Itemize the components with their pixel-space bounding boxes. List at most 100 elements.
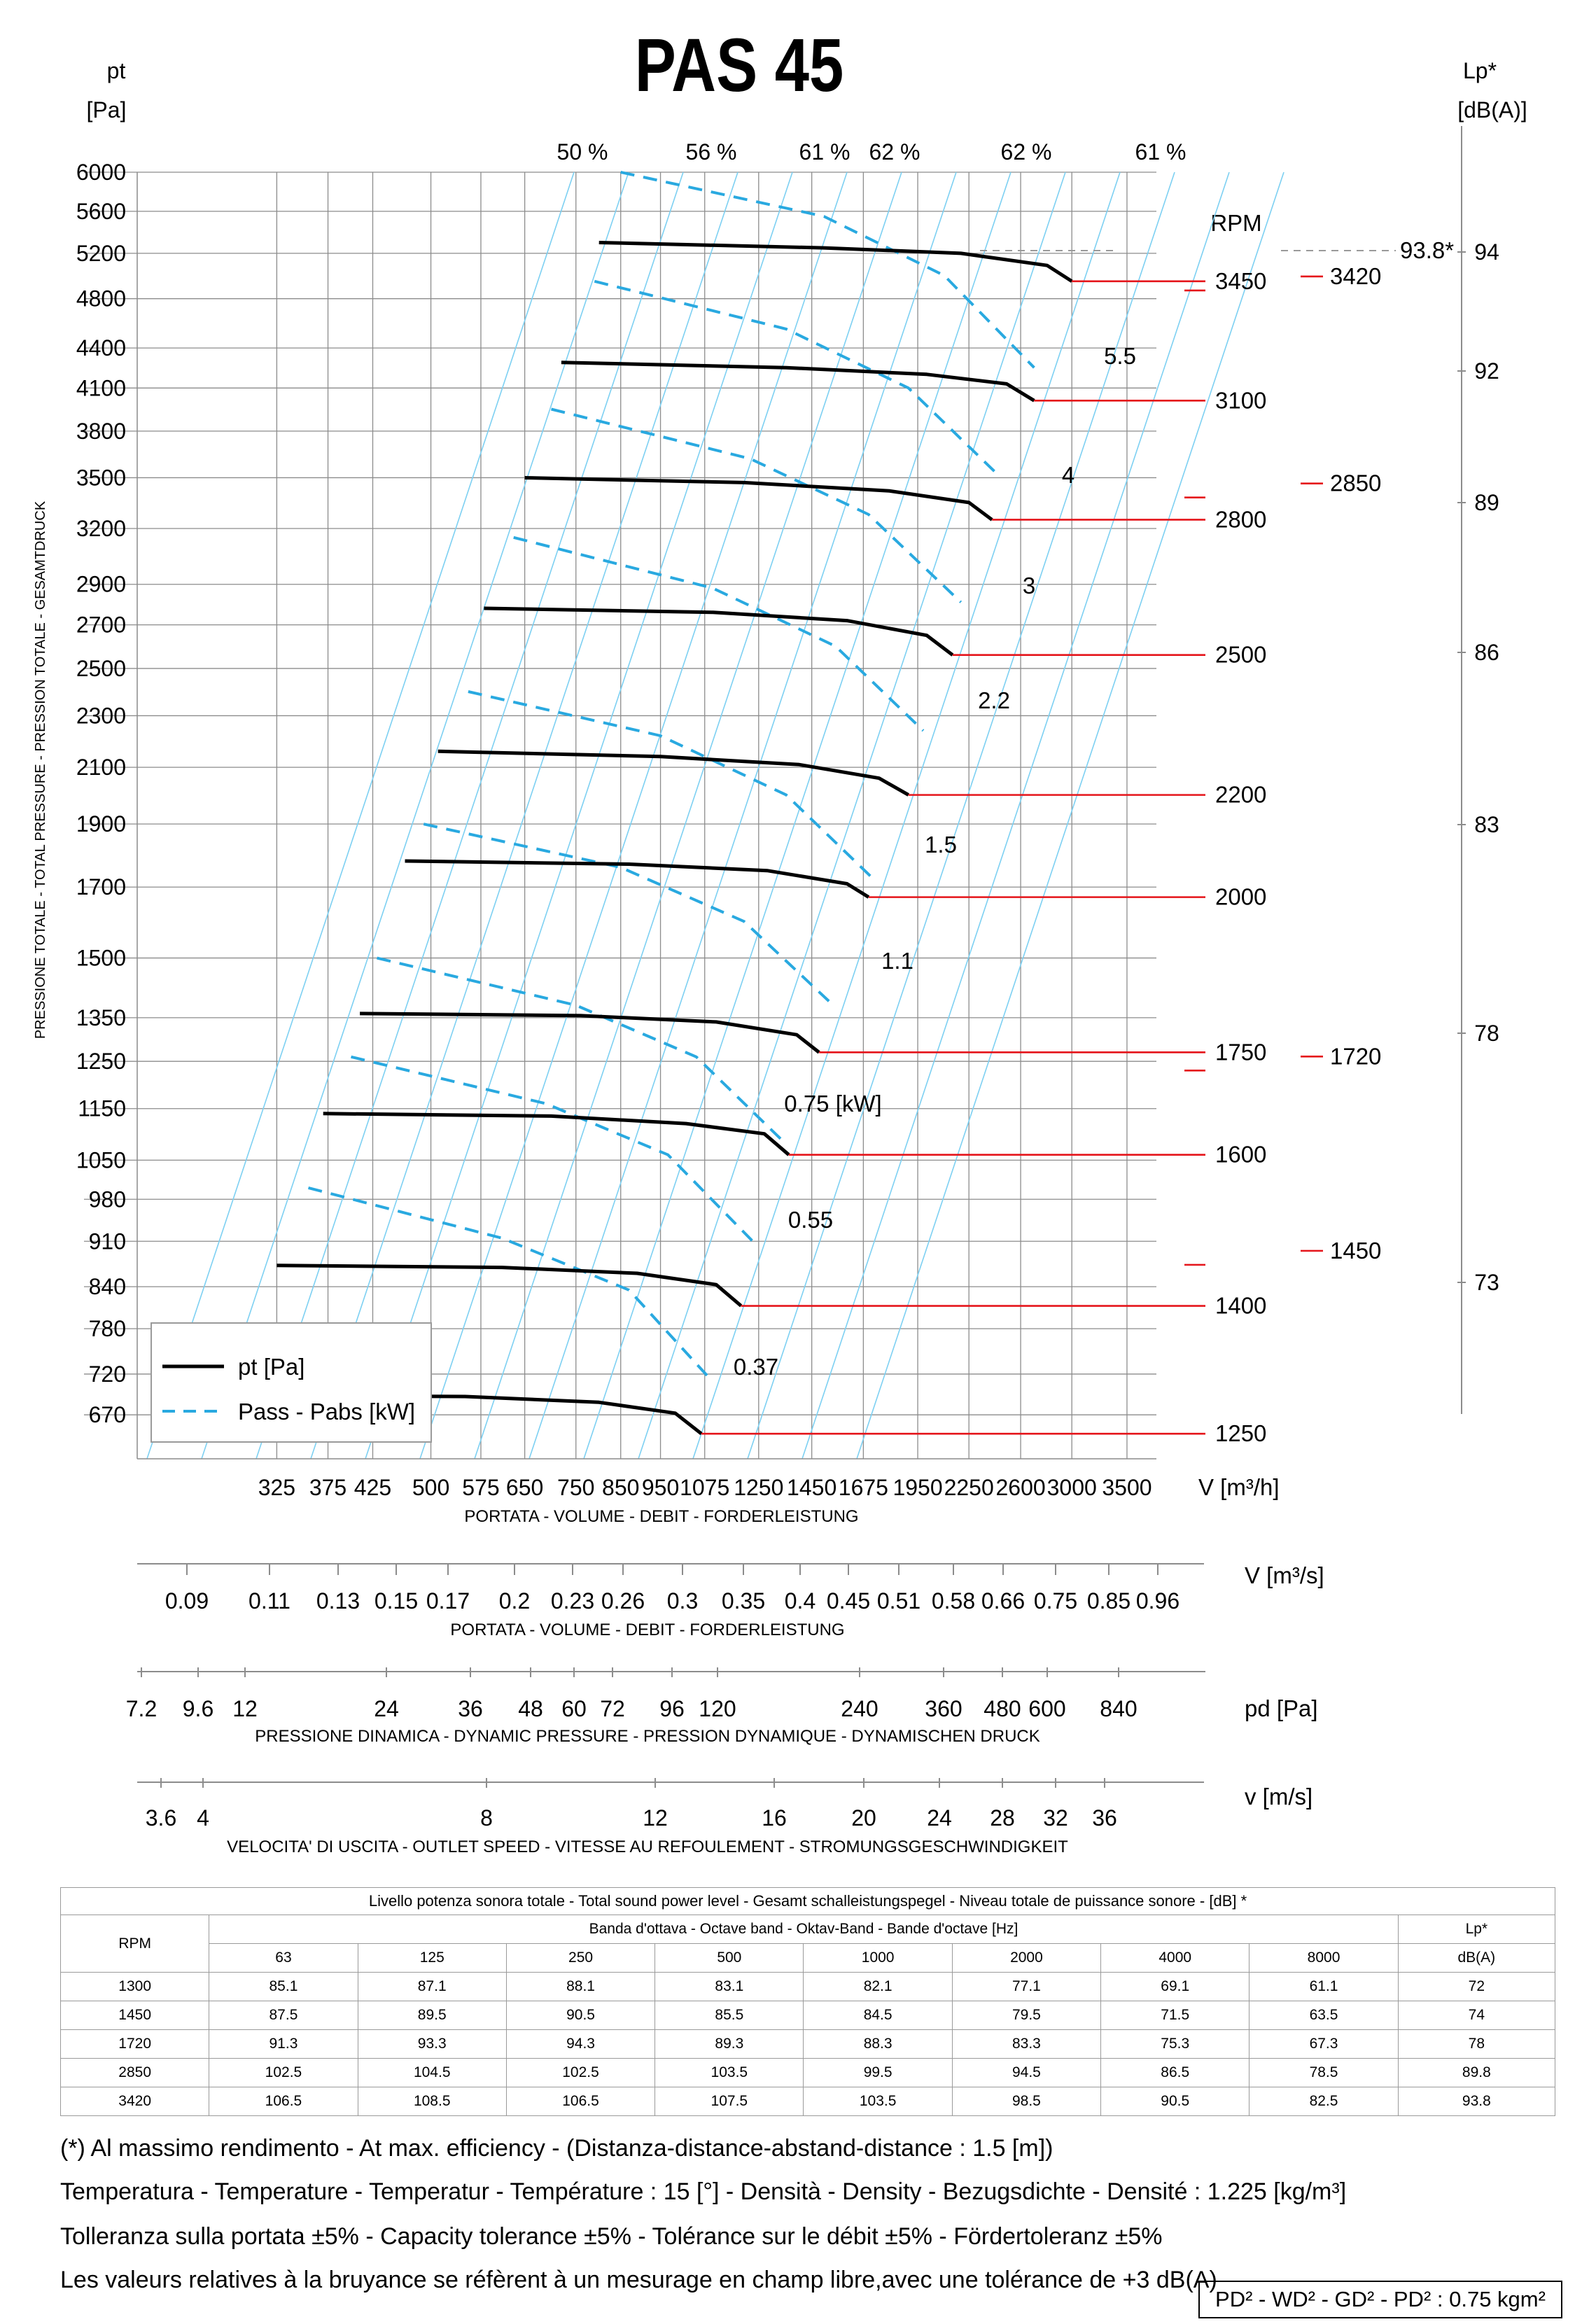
secondary-scale-label: 0.26 xyxy=(601,1588,645,1614)
x-tick-label: 3000 xyxy=(1047,1475,1097,1500)
secondary-scale-title: VELOCITA' DI USCITA - OUTLET SPEED - VIT… xyxy=(227,1837,1068,1856)
secondary-scale-label: 120 xyxy=(699,1696,736,1721)
power-curve xyxy=(620,171,1035,369)
lp-tick-label: 83 xyxy=(1474,812,1499,837)
efficiency-label: 62 % xyxy=(1001,139,1052,164)
efficiency-label: 62 % xyxy=(869,139,920,164)
secondary-scale-label: 24 xyxy=(374,1696,399,1721)
power-curve-label: 2.2 xyxy=(978,687,1010,713)
system-line xyxy=(474,172,902,1460)
power-curve xyxy=(377,956,788,1146)
rpm-label: 1600 xyxy=(1215,1142,1266,1168)
rpm-label: 1400 xyxy=(1215,1293,1266,1319)
x-tick-label: 1950 xyxy=(892,1475,942,1500)
secondary-scale-label: 36 xyxy=(1092,1805,1117,1830)
x-tick-label: 2250 xyxy=(944,1475,994,1500)
y-tick-label: 910 xyxy=(89,1228,126,1254)
table-cell: 102.5 xyxy=(209,2058,358,2087)
table-cell: 1720 xyxy=(59,2029,210,2059)
secondary-scale-label: 0.35 xyxy=(722,1588,765,1614)
sound-table-rpm-header: RPM xyxy=(59,1914,210,1973)
rpm-label: 2200 xyxy=(1215,782,1266,808)
table-cell: 88.1 xyxy=(505,1972,656,2001)
sound-table-band: 125 xyxy=(357,1943,507,1973)
secondary-scale-label: 28 xyxy=(990,1805,1015,1830)
x-tick-label: 650 xyxy=(506,1475,543,1500)
power-curve-label: 3 xyxy=(1023,573,1035,598)
y-tick-label: 2100 xyxy=(76,755,126,780)
table-cell: 99.5 xyxy=(803,2058,953,2087)
pressure-curve xyxy=(598,241,1073,283)
y-tick-label: 4400 xyxy=(76,335,126,360)
efficiency-label: 50 % xyxy=(557,139,608,164)
chart-title: PAS 45 xyxy=(635,23,844,107)
table-cell: 83.1 xyxy=(654,1972,804,2001)
x-tick-label: 1675 xyxy=(839,1475,888,1500)
table-cell: 104.5 xyxy=(357,2058,507,2087)
pressure-curve xyxy=(276,1264,743,1308)
power-curve xyxy=(551,407,962,603)
y-axis-vertical-title: PRESSIONE TOTALE - TOTAL PRESSURE - PRES… xyxy=(33,500,48,1039)
table-cell: 83.3 xyxy=(951,2029,1102,2059)
table-cell: 85.1 xyxy=(209,1972,358,2001)
sound-table-band: 4000 xyxy=(1100,1943,1250,1973)
secondary-scale-label: 3.6 xyxy=(146,1805,176,1830)
table-cell: 85.5 xyxy=(654,2001,804,2030)
max-efficiency-reference-label: 93.8* xyxy=(1400,237,1454,263)
table-cell: 93.8 xyxy=(1397,2087,1556,2116)
secondary-scale-label: 600 xyxy=(1028,1696,1065,1721)
lp-tick-label: 73 xyxy=(1474,1270,1499,1295)
pressure-curve xyxy=(484,606,954,657)
table-cell: 94.3 xyxy=(505,2029,656,2059)
secondary-scale-label: 12 xyxy=(643,1805,668,1830)
x-tick-label: 1075 xyxy=(680,1475,729,1500)
legend-label-pt: pt [Pa] xyxy=(238,1354,304,1380)
table-cell: 72 xyxy=(1397,1972,1556,2001)
note-efficiency: (*) Al massimo rendimento - At max. effi… xyxy=(60,2135,1054,2162)
y-tick-label: 5600 xyxy=(76,199,126,224)
x-tick-label: 425 xyxy=(354,1475,391,1500)
sound-table-band: 63 xyxy=(209,1943,358,1973)
secondary-scale-label: 4 xyxy=(197,1805,209,1830)
secondary-scale-label: 72 xyxy=(600,1696,625,1721)
secondary-scale-label: 8 xyxy=(480,1805,493,1830)
table-cell: 106.5 xyxy=(209,2087,358,2116)
x-axis-title: PORTATA - VOLUME - DEBIT - FORDERLEISTUN… xyxy=(464,1507,858,1526)
secondary-scale-label: 20 xyxy=(851,1805,876,1830)
rpm-label: 3100 xyxy=(1215,387,1266,413)
lp-tick-label: 78 xyxy=(1474,1021,1499,1046)
power-curve-label: 5.5 xyxy=(1104,343,1136,369)
x-tick-label: 1250 xyxy=(734,1475,783,1500)
table-cell: 82.1 xyxy=(803,1972,953,2001)
secondary-scale-label: 0.96 xyxy=(1136,1588,1180,1614)
table-row: 2850 102.5 104.5 102.5 103.5 99.5 94.5 86.5 78.5… xyxy=(59,2058,1556,2087)
x-tick-label: 950 xyxy=(642,1475,679,1500)
system-line xyxy=(419,172,848,1460)
system-line xyxy=(856,172,1284,1460)
secondary-scale-label: 48 xyxy=(518,1696,543,1721)
note-noise-measurement: Les valeurs relatives à la bruyance se r… xyxy=(60,2267,1217,2293)
power-curve xyxy=(423,822,834,1007)
note-temperature-density: Temperatura - Temperature - Temperatur -… xyxy=(60,2178,1347,2205)
system-line xyxy=(747,172,1175,1460)
y-axis-label-unit: [Pa] xyxy=(87,97,127,122)
secondary-scale-label: 32 xyxy=(1043,1805,1068,1830)
y-tick-label: 1500 xyxy=(76,946,126,971)
power-curve-label: 1.1 xyxy=(881,948,913,974)
system-line xyxy=(583,172,1011,1460)
sound-table-band: 500 xyxy=(654,1943,804,1973)
table-cell: 89.3 xyxy=(654,2029,804,2059)
rpm-side-label: 1450 xyxy=(1330,1238,1381,1264)
rpm-side-label: 3420 xyxy=(1330,263,1381,289)
y-tick-label: 3800 xyxy=(76,419,126,444)
secondary-scale-label: 0.23 xyxy=(551,1588,594,1614)
table-cell: 79.5 xyxy=(951,2001,1102,2030)
lp-axis-label-unit: [dB(A)] xyxy=(1457,97,1527,122)
table-cell: 67.3 xyxy=(1249,2029,1399,2059)
x-tick-label: 375 xyxy=(309,1475,346,1500)
secondary-scale-label: 0.3 xyxy=(667,1588,698,1614)
rpm-label: 2000 xyxy=(1215,884,1266,910)
power-curve xyxy=(594,279,1001,477)
y-tick-label: 2500 xyxy=(76,656,126,681)
